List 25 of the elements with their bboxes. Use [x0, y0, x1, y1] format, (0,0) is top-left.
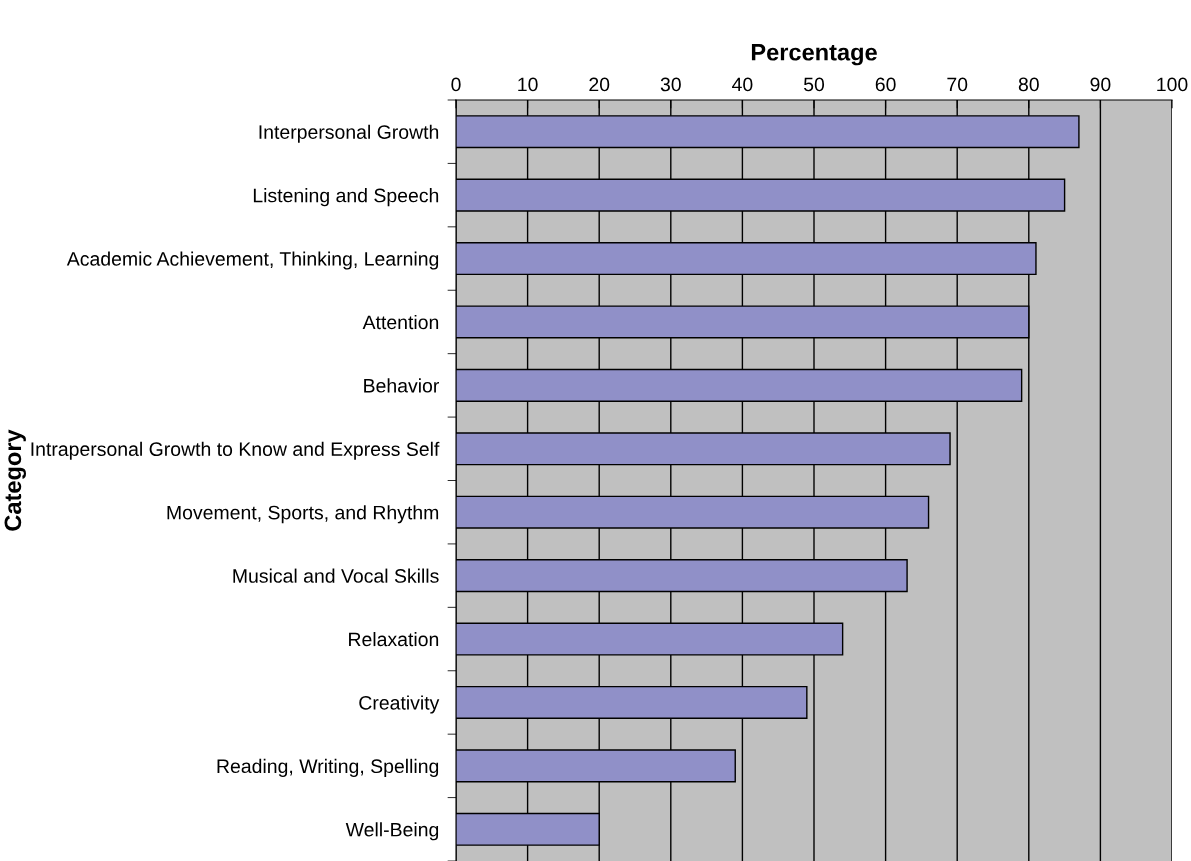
- x-tick-label: 80: [1018, 77, 1039, 92]
- x-tick-label: 70: [947, 77, 968, 92]
- x-tick-label: 30: [660, 77, 681, 92]
- y-tick-label: Behavior: [364, 378, 440, 393]
- y-tick-label: Movement, Sports, and Rhythm: [167, 505, 439, 524]
- x-axis-title: Percentage: [751, 44, 877, 66]
- y-tick-label: Academic Achievement, Thinking, Learning: [66, 251, 439, 270]
- y-tick-label: Reading, Writing, Spelling: [217, 758, 439, 777]
- x-tick-label: 40: [732, 77, 753, 92]
- y-tick-label: Interpersonal Growth: [259, 124, 439, 143]
- x-tick-label: 50: [803, 77, 825, 92]
- y-axis-title: Category: [4, 429, 26, 531]
- x-tick-label: 60: [875, 77, 896, 92]
- y-tick-label: Creativity: [359, 695, 440, 714]
- x-tick-label: 10: [518, 77, 538, 92]
- y-tick-label: Intrapersonal Growth to Know and Express Self: [31, 441, 440, 460]
- y-tick-label: Attention: [362, 314, 439, 330]
- x-tick-label: 100: [1157, 77, 1188, 92]
- y-tick-label: Musical and Vocal Skills: [233, 568, 439, 583]
- y-tick-label: Listening and Speech: [253, 188, 439, 207]
- x-tick-label: 0: [451, 77, 461, 92]
- x-tick-label: 20: [589, 77, 610, 92]
- y-tick-label: Relaxation: [349, 632, 439, 647]
- x-tick-label: 90: [1090, 77, 1111, 92]
- y-tick-label: Well-Being: [345, 822, 439, 841]
